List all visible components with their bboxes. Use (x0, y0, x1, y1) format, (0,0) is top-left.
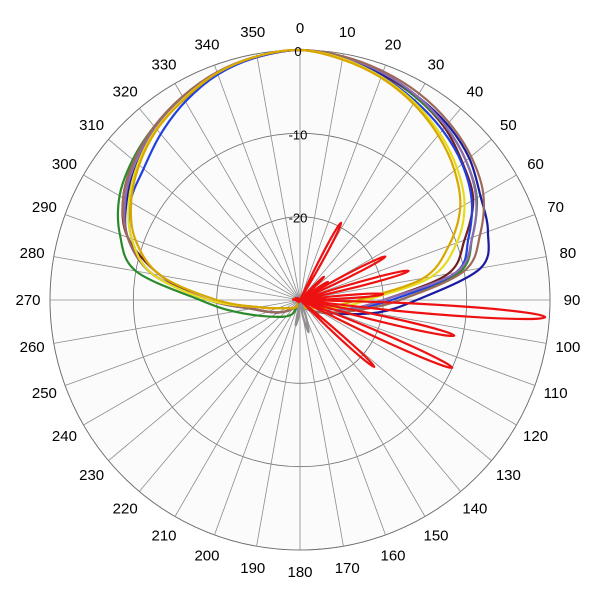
angular-gridline (256, 53, 301, 301)
angle-tick-label: 190 (240, 560, 265, 577)
angular-gridline (214, 64, 301, 301)
angle-tick-label: 270 (15, 292, 40, 309)
angle-tick-label: 120 (523, 428, 548, 445)
angular-gridline (138, 299, 301, 492)
angle-tick-label: 230 (79, 467, 104, 484)
angular-gridline (299, 108, 462, 301)
angular-gridline (299, 64, 386, 301)
angular-gridline (299, 299, 517, 426)
series-9 (294, 297, 310, 334)
series-lobe (295, 269, 410, 303)
angle-tick-label: 220 (113, 500, 138, 517)
angular-gridline (108, 299, 301, 462)
angle-tick-label: 260 (20, 339, 45, 356)
angle-tick-label: 50 (500, 117, 517, 134)
angular-gridline (64, 299, 301, 386)
angular-gridline (299, 138, 492, 301)
angular-gridline (53, 256, 301, 301)
angle-tick-label: 250 (32, 385, 57, 402)
angle-tick-label: 280 (20, 245, 45, 262)
angular-gridline (299, 53, 344, 301)
angle-tick-label: 90 (564, 292, 581, 309)
angle-tick-label: 200 (194, 548, 219, 565)
angle-tick-label: 0 (296, 20, 304, 37)
series-group (116, 48, 547, 370)
angle-tick-label: 60 (527, 156, 544, 173)
angle-tick-label: 350 (240, 24, 265, 41)
angle-tick-label: 290 (32, 199, 57, 216)
angle-tick-label: 170 (335, 560, 360, 577)
angle-tick-label: 310 (79, 117, 104, 134)
angle-tick-label: 80 (560, 245, 577, 262)
angle-tick-label: 340 (194, 36, 219, 53)
angle-tick-label: 240 (52, 428, 77, 445)
angular-gridline (299, 299, 462, 492)
radial-tick-label: -10 (289, 127, 308, 142)
angular-gridline (83, 299, 301, 426)
angular-gridline (108, 138, 301, 301)
radial-tick-label: -20 (289, 211, 308, 226)
angular-gridline (174, 83, 301, 301)
angular-gridline (138, 108, 301, 301)
series-10 (292, 221, 547, 370)
angle-tick-label: 330 (151, 56, 176, 73)
angular-gridline (214, 299, 301, 536)
angle-tick-label: 130 (496, 467, 521, 484)
angle-tick-label: 30 (428, 56, 445, 73)
angular-gridline (299, 214, 536, 301)
angular-gridline (299, 299, 344, 547)
angular-gridline (64, 214, 301, 301)
angular-gridline (299, 299, 386, 536)
angle-tick-label: 40 (466, 84, 483, 101)
angle-tick-label: 210 (151, 528, 176, 545)
series-lobe (294, 297, 456, 338)
angle-tick-label: 180 (287, 564, 312, 581)
series-lobe (297, 221, 343, 304)
axis-labels: 0 10 20 30 40 50 60 70 80 90 100 110 120 130 140 150 160… (15, 20, 580, 581)
angle-tick-label: 20 (385, 36, 402, 53)
angle-tick-label: 160 (381, 548, 406, 565)
series-lobe (292, 298, 547, 321)
angle-tick-label: 100 (555, 339, 580, 356)
angle-tick-label: 140 (462, 500, 487, 517)
angle-tick-label: 70 (547, 199, 564, 216)
series-lobe (296, 292, 385, 302)
series-line (294, 297, 310, 334)
angle-tick-label: 300 (52, 156, 77, 173)
angle-tick-label: 110 (544, 385, 568, 402)
angle-tick-label: 150 (423, 528, 448, 545)
angle-tick-label: 320 (113, 84, 138, 101)
angular-gridline (299, 299, 426, 517)
series-lobe (298, 280, 330, 302)
radial-tick-label: 0 (294, 44, 301, 59)
angular-gridline (256, 299, 301, 547)
series-lobe (296, 296, 376, 369)
angular-gridline (174, 299, 301, 517)
series-lobe (294, 296, 454, 370)
angle-tick-label: 10 (339, 24, 356, 41)
